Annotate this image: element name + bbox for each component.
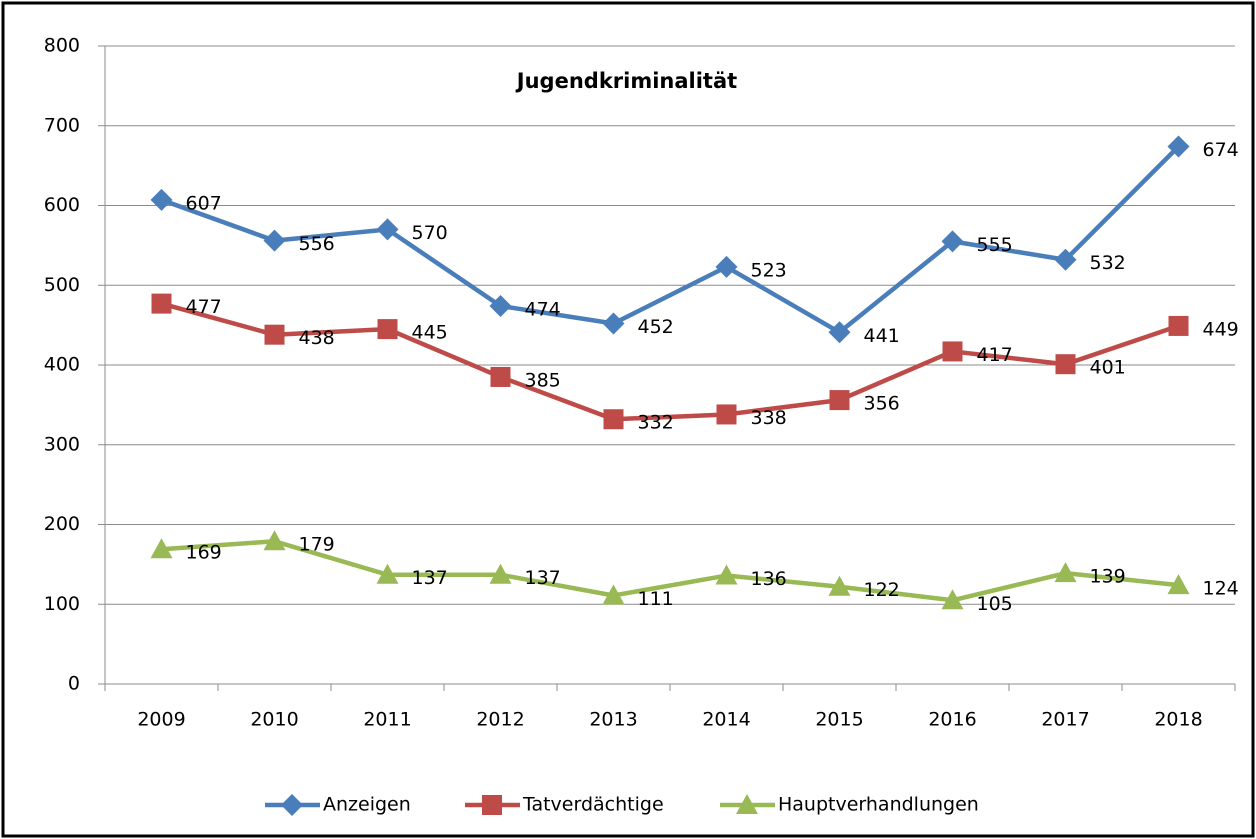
- data-label: 441: [864, 325, 900, 347]
- x-tick-label: 2015: [815, 709, 863, 731]
- data-label: 169: [186, 542, 222, 564]
- marker: [263, 229, 286, 252]
- data-label: 338: [751, 407, 787, 429]
- marker: [603, 409, 624, 430]
- data-label: 179: [299, 534, 335, 556]
- data-label: 385: [525, 369, 561, 391]
- data-label: 417: [977, 344, 1013, 366]
- data-label: 523: [751, 259, 787, 281]
- legend-label: Hauptverhandlungen: [778, 794, 979, 816]
- y-tick-label: 800: [44, 35, 80, 57]
- marker: [1167, 135, 1190, 158]
- marker: [1054, 248, 1077, 271]
- x-tick-label: 2011: [363, 709, 411, 731]
- marker: [150, 188, 173, 211]
- marker: [489, 294, 512, 317]
- marker: [942, 341, 963, 362]
- x-tick-label: 2018: [1154, 709, 1202, 731]
- marker: [602, 312, 625, 335]
- marker: [376, 218, 399, 241]
- marker: [736, 794, 758, 814]
- x-tick-label: 2009: [137, 709, 185, 731]
- x-tick-label: 2012: [476, 709, 524, 731]
- chart-title: Jugendkriminalität: [515, 69, 737, 93]
- marker: [1054, 562, 1077, 583]
- data-label: 111: [638, 588, 674, 610]
- marker: [489, 563, 512, 584]
- marker: [1055, 354, 1076, 375]
- data-label: 607: [186, 192, 222, 214]
- data-label: 452: [638, 316, 674, 338]
- data-label: 122: [864, 579, 900, 601]
- x-tick-label: 2013: [589, 709, 637, 731]
- x-tick-label: 2016: [928, 709, 976, 731]
- series-line: [161, 538, 1179, 603]
- data-label: 477: [186, 296, 222, 318]
- data-label: 570: [412, 222, 448, 244]
- marker: [482, 795, 502, 815]
- marker: [829, 390, 850, 411]
- y-tick-label: 0: [68, 673, 80, 695]
- data-label: 555: [977, 234, 1013, 256]
- marker: [941, 589, 964, 610]
- marker: [716, 404, 737, 425]
- series-line: [160, 301, 1180, 422]
- data-label: 401: [1090, 357, 1126, 379]
- legend-label: Tatverdächtige: [522, 794, 664, 816]
- marker: [151, 293, 172, 314]
- data-label: 356: [864, 393, 900, 415]
- data-label: 105: [977, 593, 1013, 615]
- marker: [264, 324, 285, 345]
- series-line: [160, 144, 1181, 335]
- y-tick-label: 300: [44, 433, 80, 455]
- marker: [377, 319, 398, 340]
- marker: [263, 530, 286, 551]
- y-tick-label: 500: [44, 274, 80, 296]
- data-label: 332: [638, 412, 674, 434]
- y-tick-label: 200: [44, 513, 80, 535]
- data-label: 137: [412, 567, 448, 589]
- data-label: 124: [1203, 578, 1239, 600]
- x-tick-label: 2017: [1041, 709, 1089, 731]
- marker: [602, 584, 625, 605]
- marker: [715, 255, 738, 278]
- marker: [281, 794, 303, 816]
- data-label: 556: [299, 233, 335, 255]
- marker: [376, 563, 399, 584]
- x-tick-label: 2010: [250, 709, 298, 731]
- data-label: 474: [525, 298, 561, 320]
- data-label: 136: [751, 568, 787, 590]
- data-label: 449: [1203, 318, 1239, 340]
- x-tick-label: 2014: [702, 709, 750, 731]
- y-tick-label: 600: [44, 194, 80, 216]
- marker: [1167, 574, 1190, 595]
- marker: [941, 230, 964, 253]
- data-label: 445: [412, 322, 448, 344]
- data-label: 532: [1090, 252, 1126, 274]
- y-tick-label: 100: [44, 593, 80, 615]
- marker: [828, 321, 851, 344]
- data-label: 438: [299, 327, 335, 349]
- data-label: 674: [1203, 139, 1239, 161]
- marker: [715, 564, 738, 585]
- marker: [490, 366, 511, 387]
- data-label: 137: [525, 567, 561, 589]
- y-tick-label: 400: [44, 354, 80, 376]
- marker: [150, 538, 173, 559]
- y-tick-label: 700: [44, 114, 80, 136]
- legend-label: Anzeigen: [323, 794, 411, 816]
- data-label: 139: [1090, 566, 1126, 588]
- marker: [828, 575, 851, 596]
- marker: [1168, 315, 1189, 336]
